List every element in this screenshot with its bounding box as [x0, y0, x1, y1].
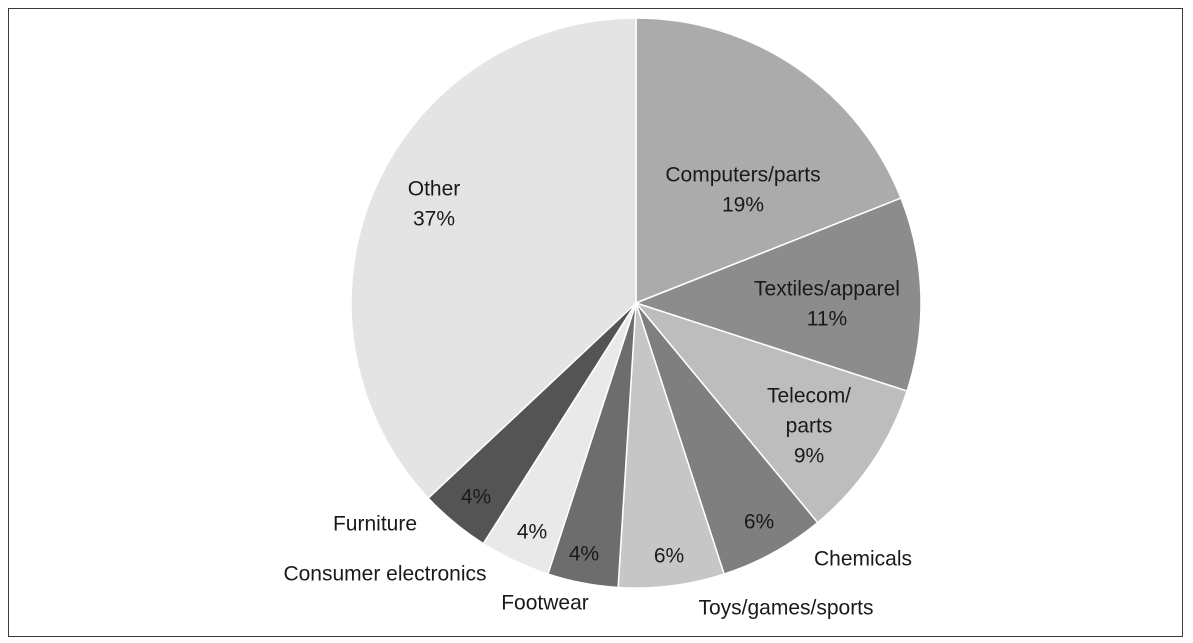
slice-value-other: 37%	[413, 208, 455, 231]
pie-slice-telecom-parts	[633, 301, 908, 524]
slice-label-telecom-parts: Telecom/	[767, 385, 851, 408]
slice-value-textiles-apparel: 11%	[807, 308, 847, 331]
slice-label-telecom-parts: parts	[786, 415, 833, 438]
slice-value-consumer-electronics: 4%	[517, 521, 547, 544]
slice-label-toys-games-sports: Toys/games/sports	[698, 597, 873, 620]
slice-label-chemicals: Chemicals	[814, 548, 912, 571]
slice-value-chemicals: 6%	[744, 511, 774, 534]
slice-label-footwear: Footwear	[501, 592, 589, 615]
slice-value-telecom-parts: 9%	[794, 445, 824, 468]
pie-chart: Computers/parts 19% Textiles/apparel 11% Tel…	[283, 17, 922, 620]
slice-label-furniture: Furniture	[333, 513, 417, 536]
pie-slice-computers-parts	[635, 17, 902, 305]
pie-slices	[350, 17, 922, 589]
pie-slice-other	[350, 17, 637, 500]
slice-value-furniture: 4%	[461, 486, 491, 509]
slice-label-textiles-apparel: Textiles/apparel	[754, 278, 900, 301]
slice-label-computers-parts: Computers/parts	[665, 164, 820, 187]
slice-value-toys-games-sports: 6%	[654, 545, 684, 568]
slice-value-footwear: 4%	[569, 543, 599, 566]
chart-frame: Computers/parts 19% Textiles/apparel 11% Tel…	[8, 8, 1183, 637]
slice-label-consumer-electronics: Consumer electronics	[283, 563, 486, 586]
pie-slice-textiles-apparel	[633, 197, 922, 393]
slice-label-other: Other	[408, 178, 461, 201]
slice-value-computers-parts: 19%	[722, 194, 764, 217]
pie-labels: Computers/parts 19% Textiles/apparel 11% Tel…	[283, 164, 912, 620]
